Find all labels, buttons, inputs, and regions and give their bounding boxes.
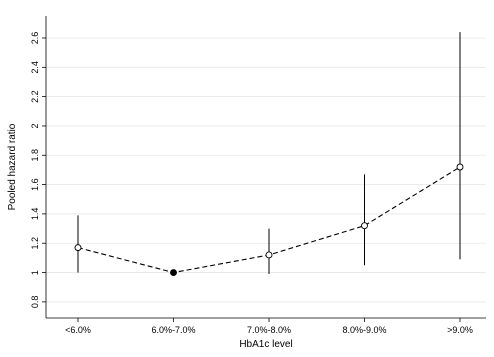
y-tick-label: 2.6 — [30, 32, 40, 45]
x-tick-label: >9.0% — [447, 325, 473, 335]
y-tick-label: 0.8 — [30, 296, 40, 309]
reference-point — [170, 269, 177, 277]
data-points — [74, 163, 464, 277]
y-tick-label: 1.2 — [30, 237, 40, 250]
y-tick-label: 2 — [30, 123, 40, 128]
x-tick-label: 7.0%-8.0% — [247, 325, 291, 335]
y-tick-label: 2.4 — [30, 61, 40, 74]
grid-lines — [46, 37, 486, 303]
y-axis-title: Pooled hazard ratio — [7, 123, 18, 210]
y-tick-label: 1.4 — [30, 208, 40, 221]
data-point — [361, 222, 368, 230]
y-ticks: 0.8 1 1.2 1.4 1.6 1.8 2 2.2 2.4 2.6 — [30, 32, 46, 308]
error-bars — [77, 32, 461, 275]
x-ticks: <6.0% 6.0%-7.0% 7.0%-8.0% 8.0%-9.0% >9.0% — [65, 318, 473, 335]
y-tick-label: 2.2 — [30, 90, 40, 103]
x-axis-title: HbA1c level — [239, 339, 292, 350]
x-tick-label: 8.0%-9.0% — [342, 325, 386, 335]
x-tick-label: <6.0% — [65, 325, 91, 335]
axes — [45, 16, 486, 319]
data-point — [456, 163, 464, 171]
y-tick-label: 1.6 — [30, 178, 40, 191]
data-point — [74, 244, 82, 252]
y-tick-label: 1 — [30, 270, 40, 275]
x-tick-label: 6.0%-7.0% — [151, 325, 195, 335]
y-tick-label: 1.8 — [30, 149, 40, 162]
data-point — [265, 251, 273, 259]
